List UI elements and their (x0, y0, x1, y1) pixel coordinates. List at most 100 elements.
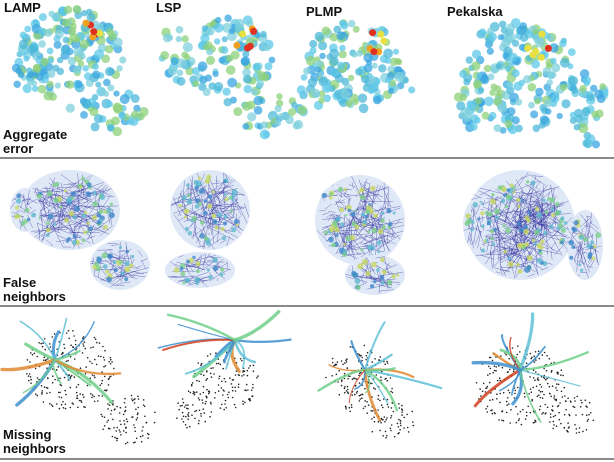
false-neighbor-edge (359, 227, 373, 245)
missing-neighbor-dot (549, 421, 551, 423)
missing-neighbor-dot (396, 422, 399, 425)
false-neighbor-edge (176, 261, 204, 270)
false-neighbor-edge (173, 214, 185, 230)
missing-neighbor-dot (47, 377, 49, 379)
false-neighbor-point (92, 201, 98, 207)
false-neighbor-edge (546, 230, 560, 234)
false-neighbor-edge (468, 233, 472, 242)
false-neighbor-point (549, 197, 555, 203)
missing-neighbor-dot (373, 420, 376, 423)
false-neighbor-edge (471, 197, 480, 200)
missing-neighbor-dot (191, 414, 193, 417)
false-neighbor-edge (26, 189, 30, 205)
false-neighbor-edge (69, 219, 84, 233)
false-neighbor-point (339, 207, 345, 212)
false-neighbor-point (490, 236, 494, 240)
missing-neighbor-dot (358, 374, 360, 377)
false-neighbor-edge (110, 251, 123, 259)
aggregate-error-point (333, 25, 342, 34)
false-neighbor-edge (316, 229, 329, 242)
false-neighbor-point (583, 237, 589, 242)
false-neighbor-edge (488, 203, 519, 229)
missing-neighbor-dot (79, 393, 81, 395)
aggregate-error-hot-point (89, 33, 97, 41)
missing-neighbor-dot (135, 418, 138, 421)
missing-neighbor-dot (241, 375, 243, 377)
aggregate-error-point (300, 74, 308, 81)
false-neighbor-edge (117, 265, 138, 280)
false-neighbor-edge (182, 183, 193, 196)
aggregate-error-point (225, 65, 236, 75)
missing-neighbor-dot (540, 376, 543, 378)
missing-neighbor-dot (200, 373, 202, 376)
aggregate-error-point (253, 106, 263, 115)
missing-neighbor-dot (54, 378, 56, 381)
false-neighbor-point (96, 220, 102, 225)
false-neighbor-edge (111, 266, 121, 281)
missing-neighbor-dot (198, 380, 200, 383)
missing-neighbor-dot (406, 413, 408, 416)
false-neighbor-edge (326, 225, 341, 243)
false-neighbor-edge (518, 186, 560, 197)
false-neighbor-point (125, 268, 129, 272)
missing-neighbor-dot (570, 401, 572, 403)
missing-neighbor-dot (70, 344, 72, 347)
missing-neighbor-dot (496, 393, 498, 396)
aggregate-error-hot-point (239, 30, 246, 38)
missing-neighbor-dot (371, 382, 373, 385)
missing-neighbor-dot (49, 346, 52, 348)
aggregate-error-point (297, 105, 307, 115)
missing-neighbor-dot (491, 359, 494, 362)
missing-neighbor-dot (538, 408, 541, 411)
missing-neighbor-dot (205, 395, 207, 398)
aggregate-error-point (107, 124, 114, 132)
false-neighbor-point (359, 194, 366, 201)
false-neighbor-edge (101, 265, 124, 282)
missing-neighbor-dot (104, 365, 107, 367)
missing-neighbor-dot (239, 358, 242, 360)
missing-neighbor-branch (353, 369, 366, 390)
missing-neighbor-dot (47, 358, 49, 360)
missing-neighbor-dot (145, 421, 148, 424)
aggregate-error-point (67, 27, 77, 36)
false-neighbor-edge (109, 272, 130, 288)
aggregate-error-point (73, 65, 82, 74)
false-neighbor-point (52, 183, 57, 188)
missing-neighbor-dot (501, 410, 503, 413)
missing-neighbor-dot (356, 390, 359, 393)
false-neighbor-point (212, 257, 218, 263)
false-neighbor-edge (17, 205, 23, 209)
missing-neighbor-dot (202, 408, 204, 410)
false-neighbor-edge (28, 209, 37, 215)
false-neighbor-point (345, 235, 352, 241)
missing-neighbor-dot (412, 424, 415, 427)
aggregate-error-point (245, 19, 254, 28)
aggregate-error-point (56, 67, 64, 76)
false-neighbor-edge (50, 225, 75, 236)
missing-neighbor-dot (69, 406, 72, 409)
false-neighbor-point (516, 262, 520, 267)
missing-neighbor-dot (500, 355, 502, 357)
missing-neighbor-dot (567, 397, 569, 400)
missing-neighbor-dot (126, 420, 129, 423)
false-neighbor-point (524, 267, 530, 273)
missing-neighbor-dot (108, 376, 111, 378)
false-neighbor-edge (208, 232, 211, 236)
false-neighbor-edge (385, 202, 391, 208)
missing-neighbor-dot (223, 408, 225, 411)
false-neighbor-edge (518, 201, 553, 229)
false-neighbor-point (491, 242, 496, 246)
missing-neighbor-dot (41, 390, 43, 392)
false-neighbor-edge (527, 204, 542, 221)
aggregate-error-point (352, 25, 360, 33)
missing-neighbor-dot (113, 367, 115, 370)
false-neighbor-point (490, 229, 495, 234)
missing-neighbor-dot (542, 411, 544, 414)
missing-neighbor-dot (401, 409, 404, 411)
false-neighbor-point (359, 187, 365, 193)
missing-neighbor-dot (247, 398, 250, 401)
missing-neighbor-dot (363, 344, 366, 347)
missing-neighbor-dot (575, 432, 578, 434)
false-neighbor-edge (507, 258, 536, 272)
false-neighbor-edge (385, 283, 390, 289)
